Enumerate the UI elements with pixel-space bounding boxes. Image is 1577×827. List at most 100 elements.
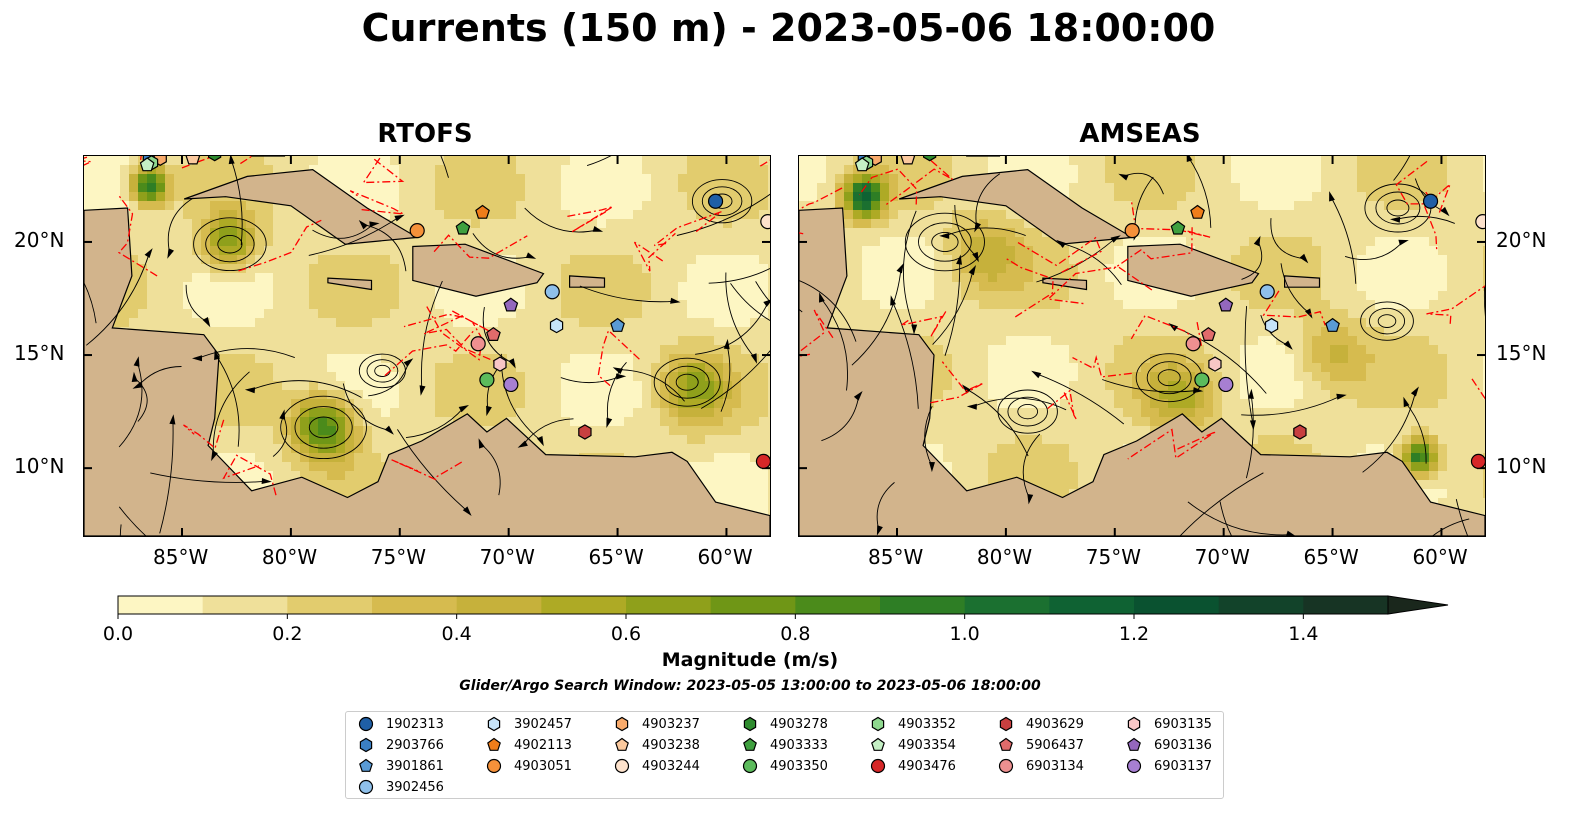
magnitude-cell	[426, 282, 436, 292]
magnitude-cell	[642, 192, 652, 202]
magnitude-cell	[1276, 255, 1286, 265]
magnitude-cell	[1420, 237, 1430, 247]
magnitude-cell	[678, 174, 688, 184]
magnitude-cell	[759, 381, 769, 391]
magnitude-cell	[844, 210, 854, 220]
magnitude-cell	[1087, 156, 1097, 166]
magnitude-cell	[1249, 282, 1259, 292]
magnitude-cell	[579, 309, 589, 319]
magnitude-cell	[961, 201, 971, 211]
magnitude-cell	[988, 228, 998, 238]
magnitude-cell	[660, 291, 670, 301]
magnitude-cell	[1294, 165, 1304, 175]
magnitude-cell	[669, 246, 679, 256]
magnitude-cell	[480, 183, 490, 193]
magnitude-cell	[336, 291, 346, 301]
magnitude-cell	[516, 201, 526, 211]
magnitude-cell	[1384, 246, 1394, 256]
magnitude-cell	[291, 273, 301, 283]
magnitude-cell	[363, 300, 373, 310]
magnitude-cell	[723, 453, 733, 463]
magnitude-cell	[516, 255, 526, 265]
magnitude-cell	[453, 354, 463, 364]
magnitude-cell	[1105, 165, 1115, 175]
magnitude-cell	[318, 354, 328, 364]
magnitude-cell	[147, 300, 157, 310]
magnitude-cell	[552, 390, 562, 400]
magnitude-cell	[1483, 156, 1485, 166]
magnitude-cell	[273, 444, 283, 454]
magnitude-cell	[309, 390, 319, 400]
magnitude-cell	[732, 336, 742, 346]
magnitude-cell	[237, 165, 247, 175]
magnitude-cell	[327, 237, 337, 247]
magnitude-cell	[1249, 318, 1259, 328]
magnitude-cell	[435, 237, 445, 247]
magnitude-cell	[916, 210, 926, 220]
magnitude-cell	[246, 273, 256, 283]
magnitude-cell	[732, 399, 742, 409]
magnitude-cell	[1141, 291, 1151, 301]
magnitude-cell	[552, 372, 562, 382]
magnitude-cell	[1231, 192, 1241, 202]
magnitude-cell	[1483, 255, 1485, 265]
magnitude-cell	[1330, 183, 1340, 193]
magnitude-cell	[732, 183, 742, 193]
magnitude-cell	[1402, 237, 1412, 247]
magnitude-cell	[615, 390, 625, 400]
magnitude-cell	[264, 228, 274, 238]
magnitude-cell	[219, 201, 229, 211]
magnitude-cell	[624, 399, 634, 409]
magnitude-cell	[570, 183, 580, 193]
magnitude-cell	[210, 444, 220, 454]
magnitude-cell	[543, 300, 553, 310]
magnitude-cell	[1357, 201, 1367, 211]
magnitude-cell	[588, 381, 598, 391]
magnitude-cell	[1078, 318, 1088, 328]
magnitude-cell	[934, 264, 944, 274]
magnitude-cell	[381, 273, 391, 283]
magnitude-cell	[489, 291, 499, 301]
magnitude-cell	[399, 408, 409, 418]
magnitude-cell	[642, 273, 652, 283]
magnitude-cell	[543, 345, 553, 355]
magnitude-cell	[1105, 273, 1115, 283]
magnitude-cell	[318, 246, 328, 256]
magnitude-cell	[1312, 291, 1322, 301]
magnitude-cell	[363, 165, 373, 175]
magnitude-cell	[1006, 246, 1016, 256]
magnitude-cell	[201, 219, 211, 229]
magnitude-cell	[525, 237, 535, 247]
magnitude-cell	[570, 426, 580, 436]
magnitude-cell	[1231, 174, 1241, 184]
magnitude-cell	[255, 471, 265, 481]
magnitude-cell	[381, 363, 391, 373]
magnitude-cell	[979, 318, 989, 328]
magnitude-cell	[615, 219, 625, 229]
magnitude-cell	[768, 372, 770, 382]
magnitude-cell	[516, 363, 526, 373]
streamline-arrow	[279, 409, 286, 420]
magnitude-cell	[291, 156, 301, 166]
magnitude-cell	[1483, 174, 1485, 184]
magnitude-cell	[219, 381, 229, 391]
magnitude-cell	[318, 273, 328, 283]
magnitude-cell	[1456, 300, 1466, 310]
magnitude-cell	[444, 345, 454, 355]
magnitude-cell	[1420, 246, 1430, 256]
magnitude-cell	[1042, 156, 1052, 166]
magnitude-cell	[1348, 318, 1358, 328]
magnitude-cell	[372, 426, 382, 436]
magnitude-cell	[768, 336, 770, 346]
magnitude-cell	[444, 399, 454, 409]
magnitude-cell	[750, 498, 760, 508]
magnitude-cell	[426, 390, 436, 400]
magnitude-cell	[651, 264, 661, 274]
magnitude-cell	[444, 354, 454, 364]
magnitude-cell	[525, 219, 535, 229]
magnitude-cell	[907, 264, 917, 274]
magnitude-cell	[799, 174, 809, 184]
magnitude-cell	[228, 327, 238, 337]
magnitude-cell	[1411, 300, 1421, 310]
magnitude-cell	[192, 327, 202, 337]
